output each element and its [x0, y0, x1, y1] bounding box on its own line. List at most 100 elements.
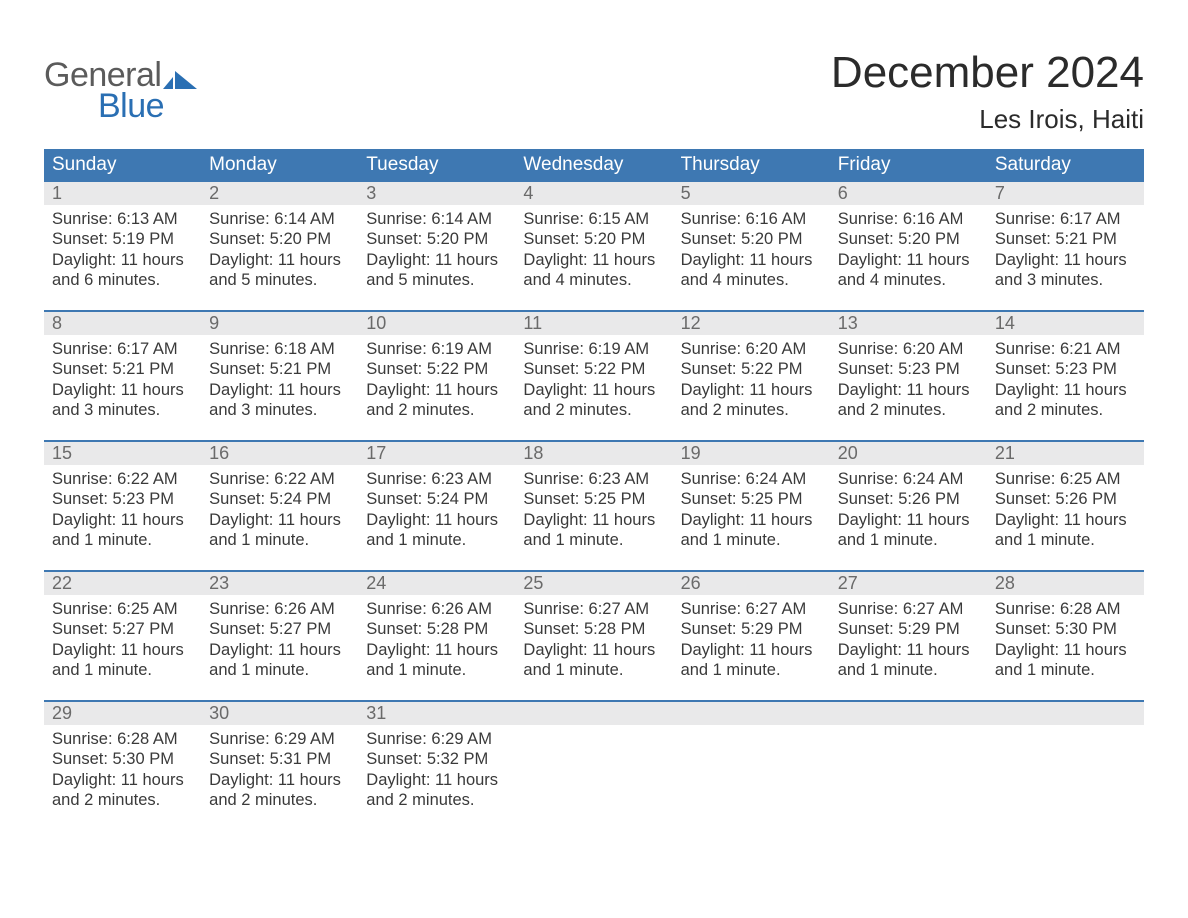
day-number: 22: [44, 572, 201, 595]
day-number: 8: [44, 312, 201, 335]
calendar-day-cell: .....: [987, 702, 1144, 830]
day-body: Sunrise: 6:18 AMSunset: 5:21 PMDaylight:…: [201, 335, 358, 421]
day-body: Sunrise: 6:15 AMSunset: 5:20 PMDaylight:…: [515, 205, 672, 291]
day-number: 10: [358, 312, 515, 335]
day-day1: Daylight: 11 hours: [838, 510, 979, 530]
day-sunrise: Sunrise: 6:18 AM: [209, 339, 350, 359]
day-body: Sunrise: 6:29 AMSunset: 5:32 PMDaylight:…: [358, 725, 515, 811]
day-sunset: Sunset: 5:24 PM: [366, 489, 507, 509]
day-sunset: Sunset: 5:30 PM: [52, 749, 193, 769]
day-day1: Daylight: 11 hours: [523, 640, 664, 660]
day-sunrise: Sunrise: 6:14 AM: [366, 209, 507, 229]
day-body: Sunrise: 6:13 AMSunset: 5:19 PMDaylight:…: [44, 205, 201, 291]
day-day1: Daylight: 11 hours: [52, 250, 193, 270]
day-day1: Daylight: 11 hours: [209, 380, 350, 400]
day-sunset: Sunset: 5:27 PM: [52, 619, 193, 639]
day-sunrise: Sunrise: 6:19 AM: [523, 339, 664, 359]
day-sunrise: Sunrise: 6:22 AM: [209, 469, 350, 489]
day-sunrise: Sunrise: 6:26 AM: [209, 599, 350, 619]
day-day2: and 3 minutes.: [995, 270, 1136, 290]
day-day1: Daylight: 11 hours: [52, 770, 193, 790]
calendar-day-cell: 20 Sunrise: 6:24 AMSunset: 5:26 PMDayligh…: [830, 442, 987, 570]
calendar-day-cell: 22Sunrise: 6:25 AMSunset: 5:27 PMDayligh…: [44, 572, 201, 700]
day-day1: Daylight: 11 hours: [523, 380, 664, 400]
calendar-day-cell: 29Sunrise: 6:28 AMSunset: 5:30 PMDayligh…: [44, 702, 201, 830]
logo-word-blue: Blue: [98, 87, 197, 126]
day-sunset: Sunset: 5:22 PM: [681, 359, 822, 379]
day-sunset: Sunset: 5:30 PM: [995, 619, 1136, 639]
day-number: 20: [830, 442, 987, 465]
day-day1: Daylight: 11 hours: [209, 640, 350, 660]
day-sunrise: Sunrise: 6:22 AM: [52, 469, 193, 489]
day-body: Sunrise: 6:26 AMSunset: 5:27 PMDaylight:…: [201, 595, 358, 681]
calendar-day-cell: 30Sunrise: 6:29 AMSunset: 5:31 PMDayligh…: [201, 702, 358, 830]
weekday-header: Saturday: [987, 149, 1144, 182]
day-sunset: Sunset: 5:22 PM: [366, 359, 507, 379]
day-day1: Daylight: 11 hours: [52, 640, 193, 660]
day-body: Sunrise: 6:20 AMSunset: 5:22 PMDaylight:…: [673, 335, 830, 421]
day-day2: and 1 minute.: [366, 530, 507, 550]
day-sunrise: Sunrise: 6:29 AM: [209, 729, 350, 749]
day-number: 6: [830, 182, 987, 205]
day-day2: and 2 minutes.: [838, 400, 979, 420]
day-sunrise: Sunrise: 6:16 AM: [681, 209, 822, 229]
calendar-day-cell: 18Sunrise: 6:23 AMSunset: 5:25 PMDayligh…: [515, 442, 672, 570]
day-body: Sunrise: 6:14 AMSunset: 5:20 PMDaylight:…: [201, 205, 358, 291]
day-sunset: Sunset: 5:23 PM: [52, 489, 193, 509]
day-sunset: Sunset: 5:21 PM: [995, 229, 1136, 249]
day-day1: Daylight: 11 hours: [681, 640, 822, 660]
day-body: Sunrise: 6:17 AMSunset: 5:21 PMDaylight:…: [987, 205, 1144, 291]
day-day2: and 1 minute.: [681, 530, 822, 550]
day-sunrise: Sunrise: 6:28 AM: [52, 729, 193, 749]
day-sunset: Sunset: 5:25 PM: [681, 489, 822, 509]
day-sunrise: Sunrise: 6:24 AM: [681, 469, 822, 489]
day-day1: Daylight: 11 hours: [681, 380, 822, 400]
day-number: 15: [44, 442, 201, 465]
day-number: 23: [201, 572, 358, 595]
day-day2: and 1 minute.: [523, 660, 664, 680]
day-day2: and 1 minute.: [52, 530, 193, 550]
day-body: Sunrise: 6:27 AMSunset: 5:28 PMDaylight:…: [515, 595, 672, 681]
day-day2: and 1 minute.: [366, 660, 507, 680]
day-sunset: Sunset: 5:23 PM: [995, 359, 1136, 379]
day-body: Sunrise: 6:25 AMSunset: 5:27 PMDaylight:…: [44, 595, 201, 681]
day-body: Sunrise: 6:17 AMSunset: 5:21 PMDaylight:…: [44, 335, 201, 421]
calendar-week: 29Sunrise: 6:28 AMSunset: 5:30 PMDayligh…: [44, 700, 1144, 830]
day-sunrise: Sunrise: 6:23 AM: [366, 469, 507, 489]
day-day1: Daylight: 11 hours: [838, 380, 979, 400]
day-sunrise: Sunrise: 6:26 AM: [366, 599, 507, 619]
calendar-day-cell: 13Sunrise: 6:20 AMSunset: 5:23 PMDayligh…: [830, 312, 987, 440]
day-day2: and 1 minute.: [209, 660, 350, 680]
day-day1: Daylight: 11 hours: [838, 250, 979, 270]
day-day2: and 1 minute.: [995, 660, 1136, 680]
day-sunset: Sunset: 5:26 PM: [838, 489, 979, 509]
day-sunrise: Sunrise: 6:17 AM: [995, 209, 1136, 229]
day-sunrise: Sunrise: 6:24 AM: [838, 469, 979, 489]
calendar-day-cell: 1Sunrise: 6:13 AMSunset: 5:19 PMDaylight…: [44, 182, 201, 310]
day-sunset: Sunset: 5:21 PM: [209, 359, 350, 379]
day-day1: Daylight: 11 hours: [366, 640, 507, 660]
day-sunrise: Sunrise: 6:27 AM: [523, 599, 664, 619]
day-number: 3: [358, 182, 515, 205]
calendar-day-cell: 19Sunrise: 6:24 AMSunset: 5:25 PMDayligh…: [673, 442, 830, 570]
day-sunset: Sunset: 5:29 PM: [681, 619, 822, 639]
weekday-header: Wednesday: [515, 149, 672, 182]
calendar-day-cell: 17Sunrise: 6:23 AMSunset: 5:24 PMDayligh…: [358, 442, 515, 570]
day-day1: Daylight: 11 hours: [209, 770, 350, 790]
calendar-day-cell: 23Sunrise: 6:26 AMSunset: 5:27 PMDayligh…: [201, 572, 358, 700]
day-day2: and 6 minutes.: [52, 270, 193, 290]
day-sunrise: Sunrise: 6:15 AM: [523, 209, 664, 229]
logo: General Blue: [44, 56, 197, 126]
day-sunrise: Sunrise: 6:14 AM: [209, 209, 350, 229]
calendar-day-cell: 4Sunrise: 6:15 AMSunset: 5:20 PMDaylight…: [515, 182, 672, 310]
day-day2: and 5 minutes.: [366, 270, 507, 290]
location: Les Irois, Haiti: [831, 104, 1144, 135]
day-number: 5: [673, 182, 830, 205]
day-body: Sunrise: 6:16 AMSunset: 5:20 PMDaylight:…: [673, 205, 830, 291]
day-day1: Daylight: 11 hours: [523, 510, 664, 530]
day-body: Sunrise: 6:27 AMSunset: 5:29 PMDaylight:…: [830, 595, 987, 681]
day-body: Sunrise: 6:20 AMSunset: 5:23 PMDaylight:…: [830, 335, 987, 421]
calendar-day-cell: .....: [673, 702, 830, 830]
day-day1: Daylight: 11 hours: [209, 250, 350, 270]
day-body: Sunrise: 6:22 AMSunset: 5:23 PMDaylight:…: [44, 465, 201, 551]
